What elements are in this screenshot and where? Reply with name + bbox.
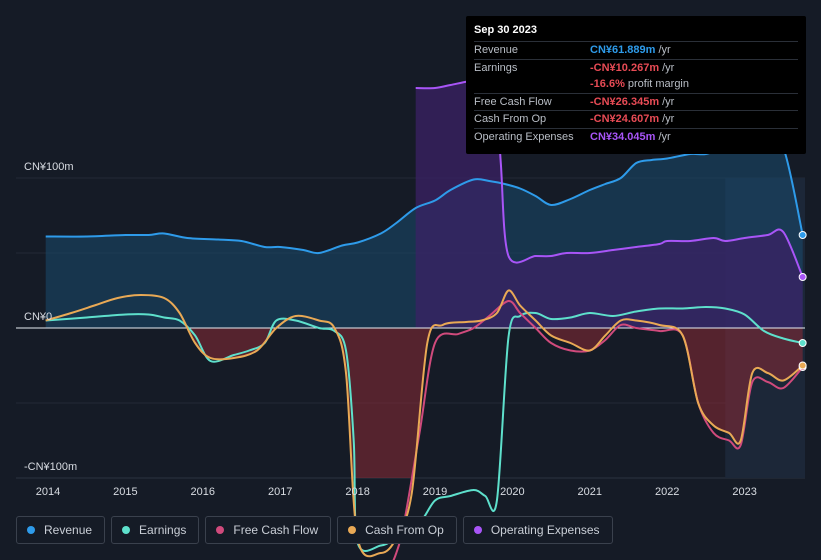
y-axis-label-bottom: -CN¥100m [24,461,78,473]
operating-expenses-area [415,70,803,329]
tooltip-unit: /yr [662,95,675,108]
chart-legend: Revenue Earnings Free Cash Flow Cash Fro… [16,516,613,546]
legend-item-free-cash-flow[interactable]: Free Cash Flow [205,516,332,544]
cash-from-op-line [45,289,804,558]
cash-from-op-area [45,328,803,478]
series-fills [45,70,803,478]
tooltip-value: -CN¥26.345m [590,95,660,108]
x-tick-label: 2022 [655,486,679,498]
tooltip-unit: /yr [662,113,675,126]
earnings-end-marker [798,339,807,347]
x-tick-label: 2016 [191,486,215,498]
legend-item-revenue[interactable]: Revenue [16,516,106,544]
legend-dot-icon [27,526,35,534]
legend-item-operating-expenses[interactable]: Operating Expenses [462,516,613,544]
x-tick-label: 2014 [36,486,60,498]
legend-dot-icon [122,526,131,534]
tooltip-value: -CN¥10.267m [590,61,660,74]
legend-dot-icon [216,526,225,534]
legend-label: Revenue [44,523,93,537]
series-end-markers [798,231,807,371]
tooltip-unit: /yr [658,130,671,143]
tooltip-label: Earnings [474,61,518,74]
x-tick-label: 2021 [578,486,602,498]
tooltip-value: CN¥61.889m [590,44,656,57]
tooltip-row-cash-from-op: Cash From Op -CN¥24.607m /yr [474,110,798,128]
tooltip-row-profit-margin: -16.6% profit margin [474,76,798,93]
cash-from-op-end-marker [798,361,807,370]
legend-label: Operating Expenses [490,523,600,537]
x-tick-label: 2017 [268,486,292,498]
tooltip-unit: /yr [658,44,671,57]
y-axis-label-zero: CN¥0 [24,311,53,323]
x-tick-label: 2020 [500,486,524,498]
series-lines [45,70,804,560]
data-tooltip: Sep 30 2023 Revenue CN¥61.889m /yr Earni… [466,16,806,154]
x-axis-ticks: 2014 2015 2016 2017 2018 2019 2020 2021 2022 2023 [36,486,757,498]
legend-item-cash-from-op[interactable]: Cash From Op [337,516,457,544]
legend-dot-icon [348,526,357,534]
revenue-end-marker [798,231,807,239]
x-tick-label: 2023 [732,486,756,498]
tooltip-date: Sep 30 2023 [474,24,537,36]
legend-label: Earnings [139,523,187,537]
tooltip-value: CN¥34.045m [590,130,656,143]
tooltip-unit: profit margin [627,78,689,91]
tooltip-label: Free Cash Flow [474,95,552,108]
earnings-line [45,306,803,553]
tooltip-label: Operating Expenses [474,130,574,143]
tooltip-unit: /yr [662,61,675,74]
operating-expenses-end-marker [798,273,807,281]
legend-label: Cash From Op [365,523,444,537]
tooltip-label: Cash From Op [474,113,547,126]
legend-label: Free Cash Flow [233,523,319,537]
tooltip-row-earnings: Earnings -CN¥10.267m /yr [474,58,798,77]
x-tick-label: 2019 [423,486,447,498]
legend-item-earnings[interactable]: Earnings [111,516,200,544]
tooltip-row-operating-expenses: Operating Expenses CN¥34.045m /yr [474,127,798,146]
revenue-line [45,139,804,255]
tooltip-label: Revenue [474,44,519,57]
tooltip-value: -CN¥24.607m [590,113,660,126]
legend-dot-icon [473,526,482,534]
x-tick-label: 2018 [345,486,369,498]
tooltip-value: -16.6% [590,78,625,91]
x-tick-label: 2015 [113,486,137,498]
tooltip-row-revenue: Revenue CN¥61.889m /yr [474,41,798,59]
tooltip-row-free-cash-flow: Free Cash Flow -CN¥26.345m /yr [474,92,798,111]
y-axis-label-top: CN¥100m [24,161,74,173]
